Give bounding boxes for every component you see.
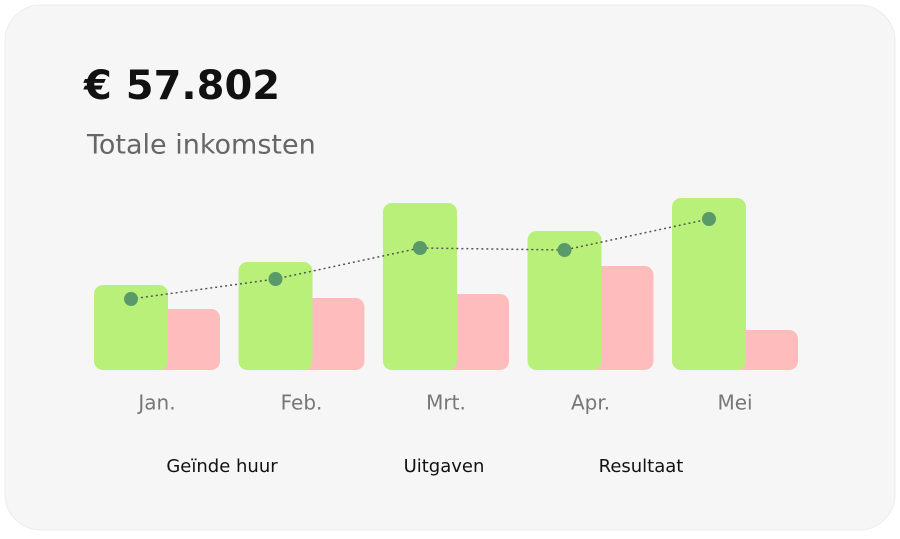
point: [413, 241, 427, 255]
bar: [238, 262, 313, 370]
chart-title: € 57.802: [83, 63, 280, 109]
point: [557, 243, 572, 257]
legend-label: Uitgaven: [404, 456, 485, 477]
x-tick-label: Apr.: [571, 391, 610, 415]
x-tick-label: Jan.: [136, 391, 175, 415]
x-tick-label: Mrt.: [426, 391, 466, 415]
x-tick-label: Mei: [717, 391, 752, 415]
point: [702, 212, 716, 226]
bar: [527, 231, 602, 370]
chart-subtitle: Totale inkomsten: [86, 130, 316, 161]
legend-label: Geïnde huur: [166, 456, 278, 477]
bar: [672, 198, 746, 370]
bar: [732, 330, 798, 370]
bar: [587, 266, 654, 370]
x-tick-label: Feb.: [281, 391, 323, 415]
point: [124, 292, 138, 306]
bar: [383, 203, 457, 370]
bar: [154, 309, 220, 370]
bar: [94, 285, 168, 370]
bar: [443, 294, 509, 370]
bar: [298, 298, 365, 370]
legend-label: Resultaat: [599, 456, 684, 477]
point: [268, 272, 283, 286]
